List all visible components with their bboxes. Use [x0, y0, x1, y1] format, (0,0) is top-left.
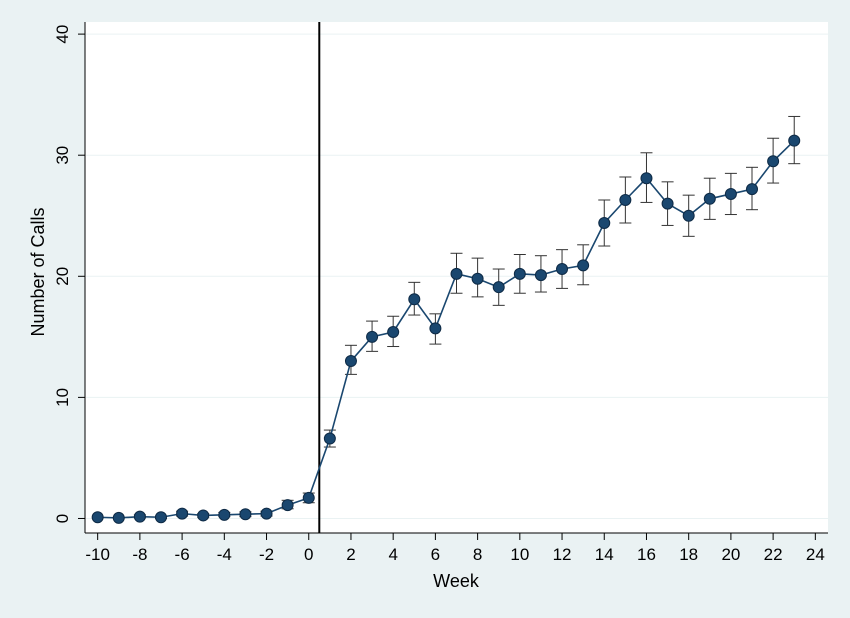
data-point — [387, 325, 400, 338]
series-line — [97, 140, 795, 519]
data-point — [661, 197, 674, 210]
x-tick-label: 4 — [388, 545, 397, 564]
x-tick-label: -4 — [217, 545, 232, 564]
data-point — [197, 509, 210, 522]
x-tick-label: 0 — [304, 545, 313, 564]
data-point — [260, 507, 273, 520]
data-point — [767, 155, 780, 168]
data-point — [302, 491, 315, 504]
x-tick-label: 8 — [473, 545, 482, 564]
data-point — [176, 507, 189, 520]
data-point — [408, 293, 421, 306]
x-tick-label: 10 — [510, 545, 529, 564]
data-point — [471, 272, 484, 285]
data-point — [534, 269, 547, 282]
data-point — [703, 192, 716, 205]
y-axis-title: Number of Calls — [28, 207, 48, 336]
data-point — [640, 172, 653, 185]
data-point — [556, 263, 569, 276]
data-points — [91, 134, 801, 524]
x-tick-label: 16 — [637, 545, 656, 564]
x-tick-label: 2 — [346, 545, 355, 564]
x-tick-label: 12 — [553, 545, 572, 564]
x-tick-label: -10 — [85, 545, 110, 564]
y-tick-label: 40 — [53, 25, 72, 44]
x-ticks: -10 -8 -6 -4 -2 0 2 4 6 8 10 12 14 16 18 20 22 24 — [85, 533, 825, 564]
y-tick-label: 10 — [53, 388, 72, 407]
x-tick-label: 14 — [595, 545, 614, 564]
x-tick-label: 18 — [679, 545, 698, 564]
data-point — [429, 322, 442, 335]
x-tick-label: 6 — [431, 545, 440, 564]
series-line-group — [97, 140, 795, 519]
data-point — [239, 508, 252, 521]
data-point — [450, 267, 463, 280]
data-point — [281, 499, 294, 512]
y-tick-label: 30 — [53, 146, 72, 165]
data-point — [577, 259, 590, 272]
x-tick-label: 20 — [721, 545, 740, 564]
x-tick-label: -6 — [175, 545, 190, 564]
x-tick-label: 22 — [764, 545, 783, 564]
data-point — [154, 511, 167, 524]
y-ticks: 0 10 20 30 40 — [53, 25, 85, 523]
y-tick-label: 20 — [53, 267, 72, 286]
data-point — [366, 330, 379, 343]
y-tick-label: 0 — [53, 514, 72, 523]
data-point — [133, 510, 146, 523]
data-point — [344, 355, 357, 368]
x-tick-label: -2 — [259, 545, 274, 564]
data-point — [513, 267, 526, 280]
data-point — [619, 194, 632, 207]
data-point — [112, 511, 125, 524]
data-point — [598, 217, 611, 230]
data-point — [724, 187, 737, 200]
data-point — [788, 134, 801, 147]
data-point — [682, 209, 695, 222]
data-point — [746, 183, 759, 196]
x-axis-title: Week — [433, 571, 480, 591]
x-tick-label: -8 — [132, 545, 147, 564]
data-point — [91, 511, 104, 524]
data-point — [492, 281, 505, 294]
data-point — [323, 432, 336, 445]
x-tick-label: 24 — [806, 545, 825, 564]
data-point — [218, 508, 231, 521]
